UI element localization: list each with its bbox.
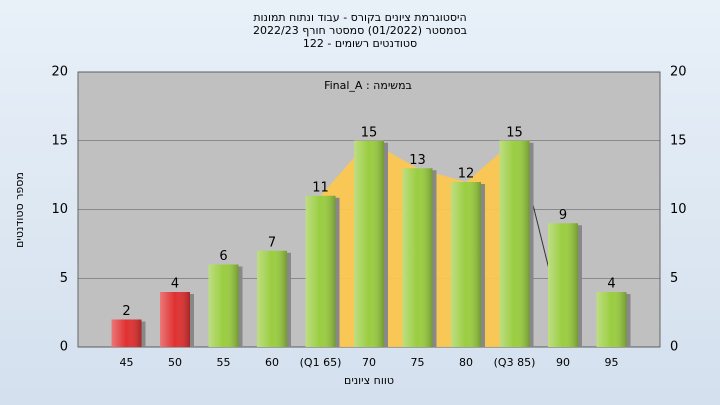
y-tick-label: 10: [51, 202, 68, 217]
bar-shine: [111, 319, 142, 347]
bar-shine: [402, 168, 433, 347]
value-label: 6: [219, 249, 227, 264]
annotation: Final_A : במשימה: [324, 79, 412, 92]
bar-shine: [499, 140, 530, 347]
x-tick-label: 60: [265, 356, 279, 369]
x-tick-label: 70: [362, 356, 376, 369]
value-label: 15: [361, 125, 378, 140]
chart-title: היסטוגרמת ציונים בקורס - עבוד ונתוח תמונ…: [253, 11, 466, 24]
y2-tick-label: 5: [670, 271, 678, 286]
x-axis-label: טווח ציונים: [344, 374, 394, 387]
bar-shine: [208, 264, 239, 347]
bar-shine: [451, 182, 481, 347]
value-label: 13: [409, 153, 426, 168]
x-tick-label: 55: [217, 356, 231, 369]
x-tick-label: 75: [411, 356, 425, 369]
y-tick-label: 5: [60, 271, 68, 286]
y-axis-label: מספר סטודנטים: [13, 172, 26, 248]
y-tick-label: 0: [60, 340, 68, 355]
bar-shine: [305, 195, 336, 347]
value-label: 2: [122, 304, 130, 319]
value-label: 12: [458, 167, 475, 182]
y2-tick-label: 10: [670, 202, 687, 217]
y2-tick-label: 0: [670, 340, 678, 355]
y-tick-label: 15: [51, 133, 68, 148]
y2-tick-label: 20: [670, 65, 687, 80]
value-label: 11: [312, 180, 329, 195]
value-label: 7: [268, 235, 276, 250]
bar-shine: [257, 250, 287, 347]
bar-shine: [596, 292, 627, 347]
y2-tick-label: 15: [670, 133, 687, 148]
chart-subtitle: סטודנטים רשומים - 122: [303, 37, 417, 50]
bar-shine: [354, 140, 384, 347]
x-tick-label: (Q3 85): [494, 356, 536, 369]
x-tick-label: 95: [605, 356, 619, 369]
value-label: 15: [506, 125, 523, 140]
x-tick-label: 45: [120, 356, 134, 369]
y-tick-label: 20: [51, 65, 68, 80]
x-tick-label: (Q1 65): [300, 356, 342, 369]
value-label: 4: [607, 277, 615, 292]
value-label: 4: [171, 277, 179, 292]
bar-shine: [160, 292, 190, 347]
bar-shine: [548, 223, 578, 347]
chart-subtitle: בסמסטר (01/2022) סמסטר חורף 2022/23: [253, 24, 467, 37]
x-tick-label: 90: [556, 356, 570, 369]
value-label: 9: [559, 208, 567, 223]
x-tick-label: 50: [168, 356, 182, 369]
x-tick-label: 80: [459, 356, 473, 369]
